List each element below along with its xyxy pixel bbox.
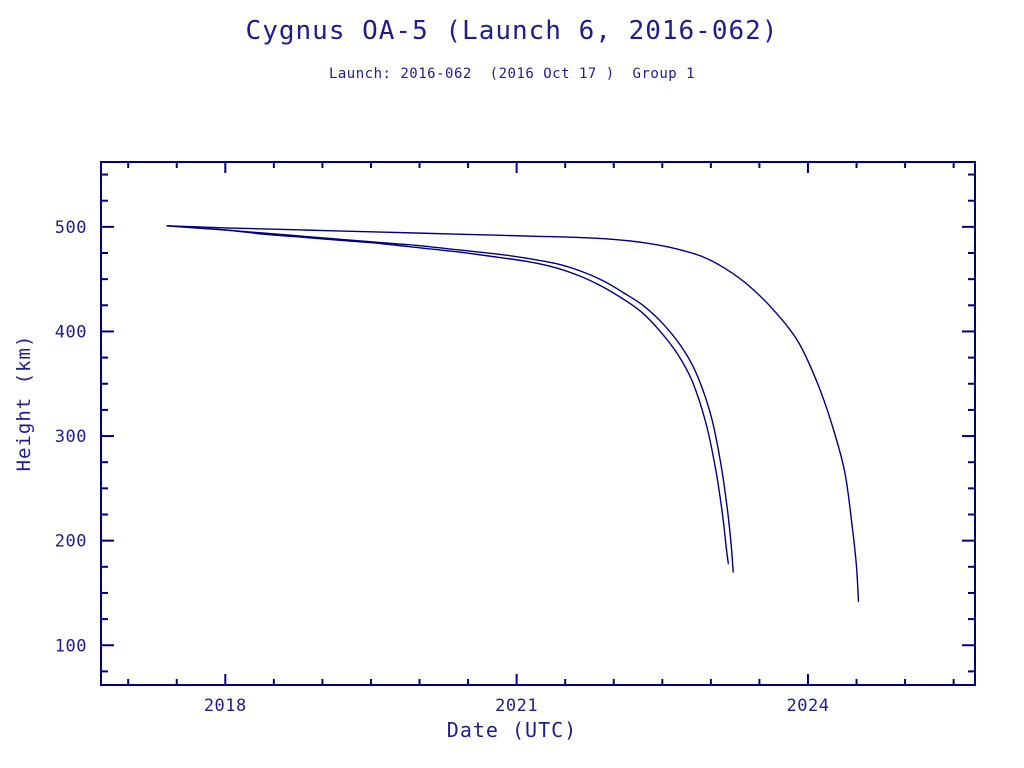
- x-axis-title: Date (UTC): [446, 718, 578, 742]
- y-tick-label: 100: [55, 636, 87, 656]
- x-tick-label: 2021: [495, 696, 538, 716]
- y-tick-label: 500: [55, 218, 87, 238]
- decay-curve: [166, 225, 860, 603]
- chart-subtitle: Launch: 2016-062 (2016 Oct 17 ) Group 1: [328, 66, 696, 82]
- decay-curve: [166, 225, 730, 565]
- plot-frame: [100, 161, 976, 686]
- x-tick-label: 2018: [204, 696, 247, 716]
- y-tick-label: 400: [55, 322, 87, 342]
- decay-curve: [166, 225, 734, 573]
- x-axis-ticks: [127, 162, 955, 685]
- y-tick-label: 300: [55, 427, 87, 447]
- y-tick-label: 200: [55, 532, 87, 552]
- x-tick-labels: 2018 2021 2024: [204, 696, 829, 716]
- y-tick-labels: 100 200 300 400 500: [55, 218, 87, 656]
- x-tick-label: 2024: [786, 696, 829, 716]
- y-axis-ticks: [101, 173, 975, 673]
- chart-title: Cygnus OA-5 (Launch 6, 2016-062): [245, 16, 779, 46]
- decay-curves: [166, 225, 860, 603]
